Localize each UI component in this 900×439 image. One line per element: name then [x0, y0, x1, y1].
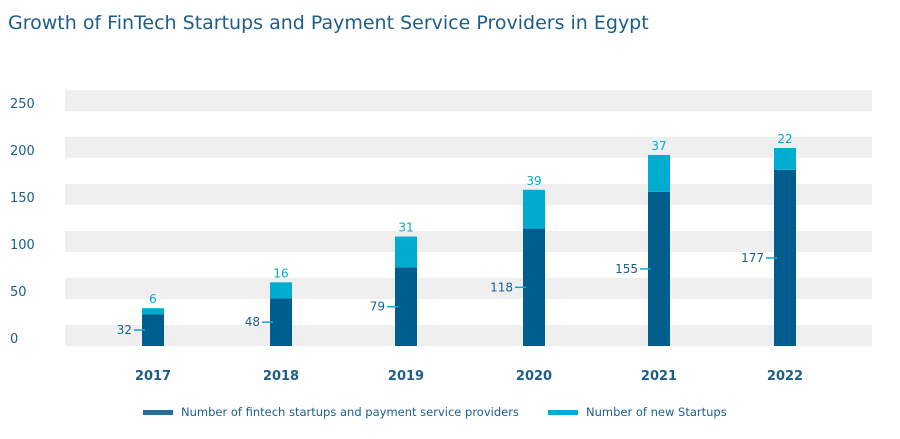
bar-new: [523, 189, 545, 229]
bar-total: [142, 314, 164, 346]
y-tick-label: 150: [10, 191, 35, 206]
grid-band: [65, 137, 872, 158]
data-label-new: 39: [526, 174, 541, 188]
chart-plot: 0 50 100 150 200 250 32 6 2017 48 16 2018 79 31 2019 11…: [10, 90, 872, 384]
y-tick-label: 200: [10, 144, 35, 159]
data-label-new: 16: [273, 266, 288, 280]
bar-new: [774, 147, 796, 170]
legend-label-total: Number of fintech startups and payment s…: [181, 405, 519, 419]
legend-item-total: Number of fintech startups and payment s…: [143, 405, 519, 419]
x-tick-label: 2018: [263, 369, 299, 384]
bar-new: [270, 282, 292, 299]
bar-new: [648, 154, 670, 192]
bar-total: [270, 298, 292, 346]
data-label-total: 155: [615, 262, 638, 276]
x-tick-label: 2017: [135, 369, 171, 384]
legend-item-new: Number of new Startups: [548, 405, 727, 419]
y-tick-label: 50: [10, 285, 27, 300]
bar-total: [523, 228, 545, 346]
y-tick-label: 250: [10, 97, 35, 112]
grid-band: [65, 325, 872, 346]
data-label-total: 48: [245, 315, 260, 329]
data-label-total: 79: [370, 300, 385, 314]
x-tick-label: 2022: [767, 369, 803, 384]
x-tick-label: 2020: [516, 369, 552, 384]
x-tick-label: 2019: [388, 369, 424, 384]
data-label-new: 22: [777, 132, 792, 146]
legend-swatch-total: [143, 409, 173, 415]
bar-new: [142, 308, 164, 315]
bar-total: [395, 267, 417, 346]
bar-total: [774, 169, 796, 346]
x-tick-label: 2021: [641, 369, 677, 384]
legend-label-new: Number of new Startups: [586, 405, 727, 419]
bar-new: [395, 236, 417, 268]
grid-band: [65, 278, 872, 299]
data-label-new: 31: [398, 221, 413, 235]
legend-swatch-new: [548, 409, 578, 415]
y-tick-label: 100: [10, 238, 35, 253]
chart-title: Growth of FinTech Startups and Payment S…: [8, 12, 649, 34]
data-label-total: 118: [490, 280, 513, 294]
data-label-total: 177: [741, 251, 764, 265]
bar-total: [648, 191, 670, 346]
grid-band: [65, 231, 872, 252]
grid-band: [65, 90, 872, 111]
grid-band: [65, 184, 872, 205]
data-label-new: 6: [149, 292, 157, 306]
y-tick-label: 0: [10, 332, 18, 347]
data-label-new: 37: [651, 139, 666, 153]
data-label-total: 32: [117, 323, 132, 337]
